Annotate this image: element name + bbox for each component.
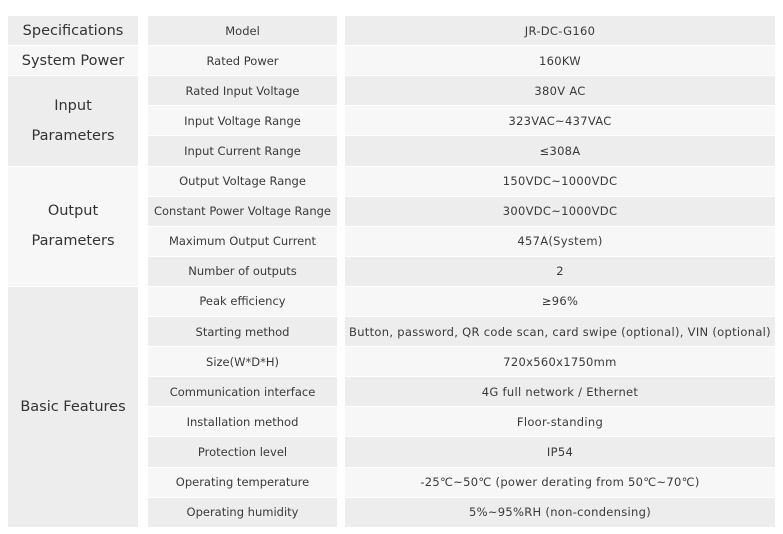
group-label-line: Parameters xyxy=(31,233,115,250)
spec-value: -25℃~50℃ (power derating from 50℃~70℃) xyxy=(345,467,775,497)
spec-name: Operating humidity xyxy=(148,497,337,527)
spec-name: Maximum Output Current xyxy=(148,226,337,256)
group-label-line: Parameters xyxy=(31,127,115,144)
group-label-line: Specifications xyxy=(22,22,124,39)
spec-name: Operating temperature xyxy=(148,467,337,497)
spec-name: Communication interface xyxy=(148,377,337,407)
spec-value: Button, password, QR code scan, card swi… xyxy=(345,317,775,347)
spec-name: Number of outputs xyxy=(148,256,337,286)
spec-value: 4G full network / Ethernet xyxy=(345,377,775,407)
group-label-line: System Power xyxy=(21,52,125,69)
group-label: Output Parameters xyxy=(8,166,138,286)
spec-value: 150VDC~1000VDC xyxy=(345,166,775,196)
spec-name: Rated Input Voltage xyxy=(148,76,337,106)
group-label-line: Input xyxy=(54,97,92,114)
spec-value: Floor-standing xyxy=(345,407,775,437)
group-label-line: Output xyxy=(47,203,99,220)
group-label: Specifications xyxy=(8,16,138,46)
spec-value: 2 xyxy=(345,256,775,286)
spec-value: IP54 xyxy=(345,437,775,467)
group-label: System Power xyxy=(8,46,138,76)
spec-name: Installation method xyxy=(148,407,337,437)
spec-value: JR-DC-G160 xyxy=(345,16,775,46)
spec-name: Peak efficiency xyxy=(148,286,337,317)
spec-name: Model xyxy=(148,16,337,46)
spec-value: 720x560x1750mm xyxy=(345,347,775,377)
spec-name: Rated Power xyxy=(148,46,337,76)
spec-name: Input Voltage Range xyxy=(148,106,337,136)
spec-name: Size(W*D*H) xyxy=(148,347,337,377)
spec-value: 457A(System) xyxy=(345,226,775,256)
spec-value: 160KW xyxy=(345,46,775,76)
spec-value: ≤308A xyxy=(345,136,775,166)
spec-value: ≥96% xyxy=(345,286,775,317)
spec-value: 5%~95%RH (non-condensing) xyxy=(345,497,775,527)
spec-value: 323VAC~437VAC xyxy=(345,106,775,136)
spec-name: Output Voltage Range xyxy=(148,166,337,196)
spec-value: 300VDC~1000VDC xyxy=(345,196,775,226)
spec-name: Starting method xyxy=(148,317,337,347)
group-label: Input Parameters xyxy=(8,76,138,166)
spec-name: Constant Power Voltage Range xyxy=(148,196,337,226)
spec-name: Input Current Range xyxy=(148,136,337,166)
spec-value: 380V AC xyxy=(345,76,775,106)
group-label: Basic Features xyxy=(8,286,138,527)
group-label-line: Basic Features xyxy=(20,398,126,415)
spec-name: Protection level xyxy=(148,437,337,467)
